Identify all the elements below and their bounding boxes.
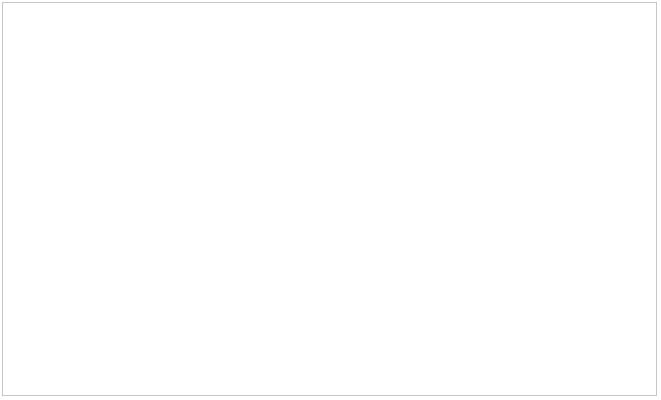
chart-outer-border — [2, 2, 657, 396]
